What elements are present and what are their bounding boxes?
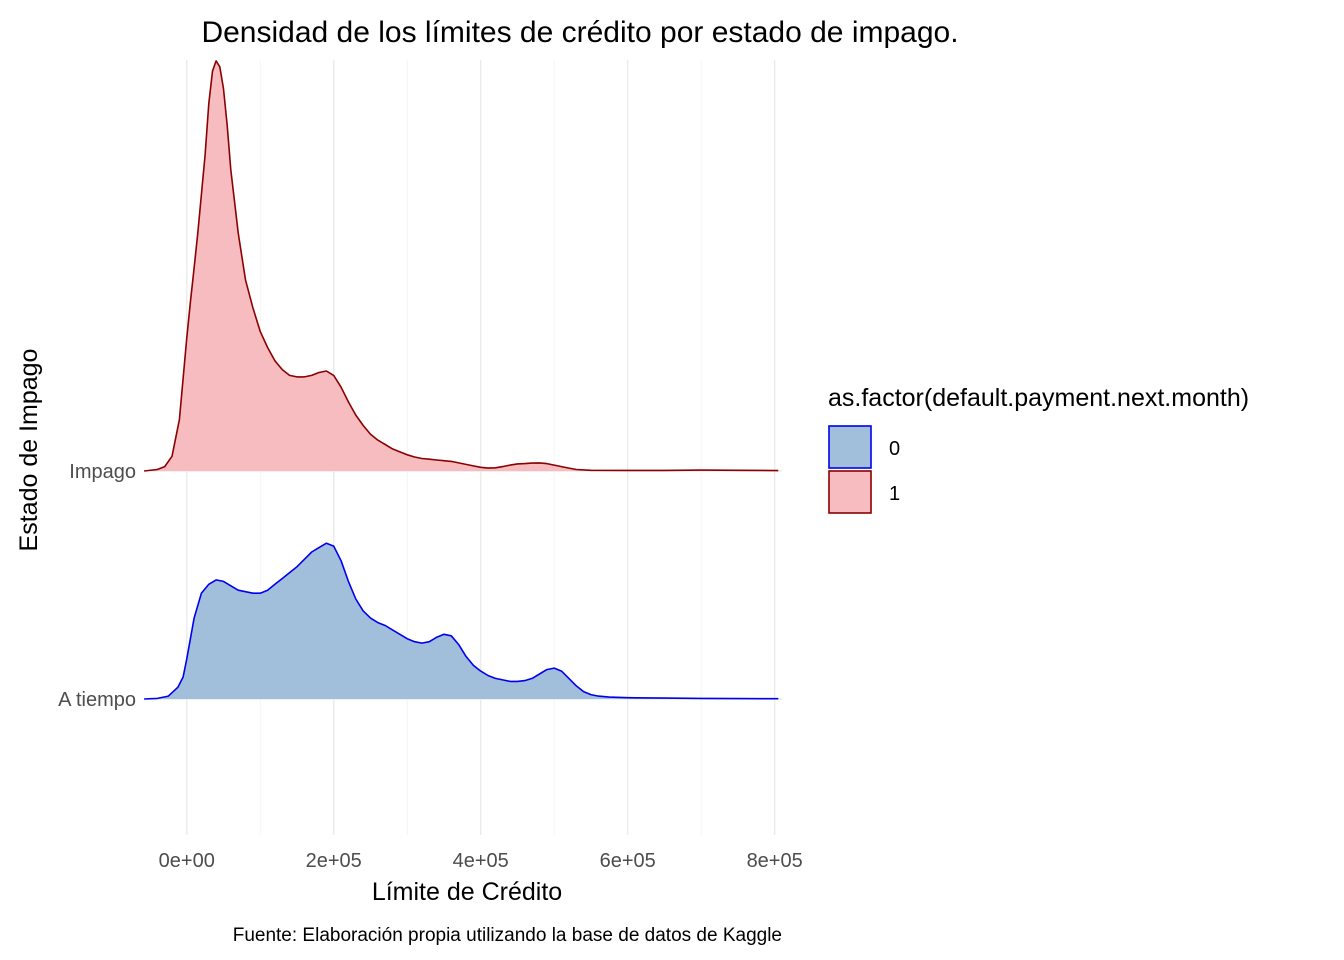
x-tick-label: 8e+05: [747, 850, 803, 872]
y-axis-ticks: A tiempo Impago: [58, 461, 136, 711]
y-axis-title: Estado de Impago: [15, 349, 43, 552]
x-axis-title: Límite de Crédito: [372, 878, 562, 906]
density-area-0: [144, 543, 779, 699]
legend-title: as.factor(default.payment.next.month): [828, 384, 1249, 412]
axes: 0e+00 2e+05 4e+05 6e+05 8e+05 A tiempo Impago: [58, 461, 803, 872]
legend-label-0: 0: [889, 438, 900, 460]
x-tick-label: 2e+05: [306, 850, 362, 872]
x-tick-label: 6e+05: [600, 850, 656, 872]
caption: Fuente: Elaboración propia utilizando la…: [233, 925, 782, 946]
density-area-1: [144, 60, 779, 472]
legend-key-0: [828, 425, 872, 469]
x-tick-label: 0e+00: [159, 850, 215, 872]
density-line-1: [144, 60, 779, 472]
legend: as.factor(default.payment.next.month) 01: [828, 384, 1249, 514]
x-tick-label: 4e+05: [453, 850, 509, 872]
legend-key-1: [828, 470, 872, 514]
chart-title: Densidad de los límites de crédito por e…: [201, 16, 958, 49]
density-ridges: [144, 60, 779, 700]
density-line-0: [144, 542, 779, 700]
legend-label-1: 1: [889, 483, 900, 505]
x-axis-ticks: 0e+00 2e+05 4e+05 6e+05 8e+05: [159, 850, 803, 872]
y-tick-label: Impago: [69, 461, 136, 483]
legend-entries: 01: [828, 425, 900, 514]
y-tick-label: A tiempo: [58, 689, 136, 711]
